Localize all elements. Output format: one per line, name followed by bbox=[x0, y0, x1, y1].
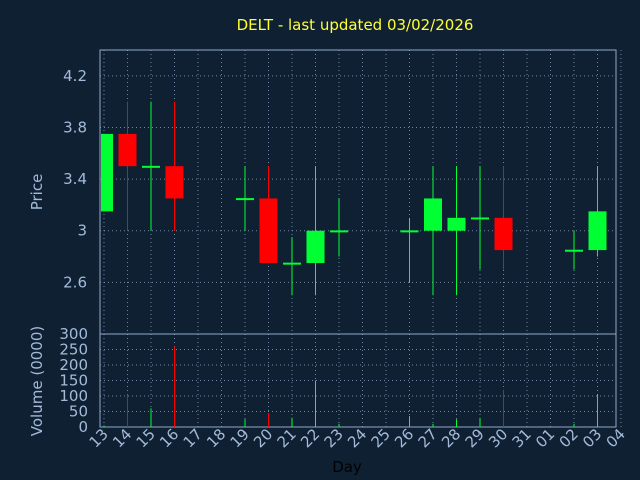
day-axis-label: Day bbox=[332, 458, 362, 476]
candle-body bbox=[400, 230, 419, 233]
day-axis-ticks: 1314151617181920212223242526272829303101… bbox=[86, 425, 629, 451]
volume-axis-label: Volume (0000) bbox=[28, 326, 46, 436]
volume-tick-label: 100 bbox=[59, 387, 88, 405]
candle-body bbox=[165, 166, 184, 199]
candle-body bbox=[259, 198, 278, 263]
price-tick-label: 3.4 bbox=[63, 170, 87, 188]
candle-body bbox=[565, 249, 583, 252]
volume-tick-label: 200 bbox=[59, 356, 88, 374]
candle-body bbox=[101, 133, 113, 212]
price-tick-label: 3 bbox=[77, 222, 87, 240]
price-axis-ticks: 4.2 3.8 3.4 3 2.6 bbox=[63, 67, 87, 292]
price-tick-label: 2.6 bbox=[63, 273, 87, 291]
chart-title: DELT - last updated 03/02/2026 bbox=[237, 16, 474, 34]
candle-body bbox=[236, 198, 254, 201]
volume-tick-label: 0 bbox=[78, 418, 88, 436]
volume-tick-label: 50 bbox=[69, 403, 88, 421]
volume-bar-series bbox=[103, 346, 598, 427]
candle-body bbox=[306, 230, 325, 263]
candle-body bbox=[283, 262, 301, 265]
volume-tick-label: 300 bbox=[59, 325, 88, 343]
candle-body bbox=[494, 217, 513, 251]
price-tick-label: 3.8 bbox=[63, 118, 87, 136]
candle-body bbox=[588, 211, 607, 251]
candle-body bbox=[142, 165, 160, 168]
candle-body bbox=[424, 198, 442, 231]
price-tick-label: 4.2 bbox=[63, 67, 87, 85]
candle-body bbox=[118, 133, 137, 167]
candle-body bbox=[447, 217, 466, 231]
volume-tick-label: 250 bbox=[59, 341, 88, 359]
price-axis-label: Price bbox=[28, 174, 46, 211]
candle-body bbox=[471, 217, 489, 220]
volume-tick-label: 150 bbox=[59, 372, 88, 390]
candlestick-series bbox=[101, 101, 607, 296]
candle-body bbox=[330, 230, 348, 233]
